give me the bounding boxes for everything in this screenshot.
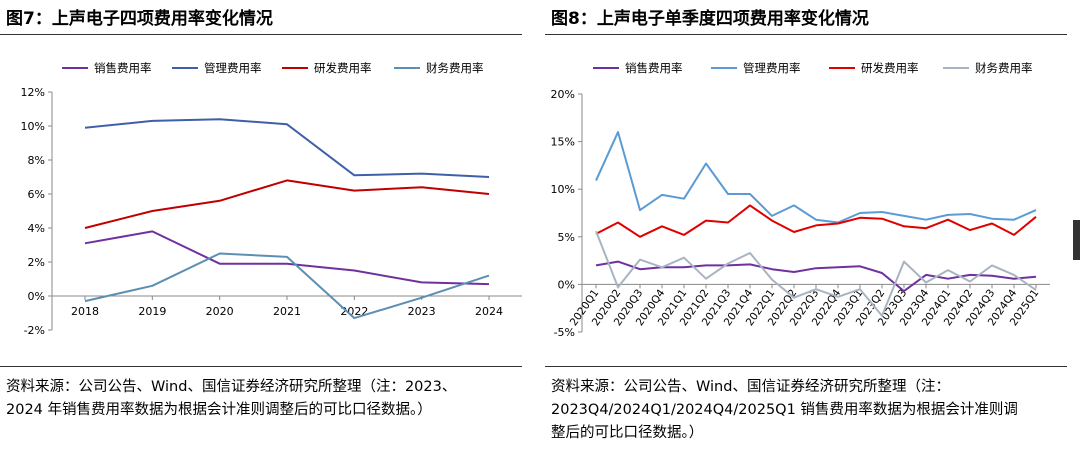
figure-8-panel: 图8：上声电子单季度四项费用率变化情况 -5% 0% 5% 10% 15% 20% 2020…	[545, 0, 1080, 455]
y-tick-label: 8%	[28, 154, 45, 167]
y-tick-label: 12%	[21, 86, 45, 99]
y-tick-label: 0%	[28, 290, 45, 303]
y-tick-label: 20%	[551, 88, 575, 101]
source-line: 2023Q4/2024Q1/2024Q4/2025Q1 销售费用率数据为根据会计…	[551, 402, 1018, 418]
legend-label: 研发费用率	[861, 61, 919, 75]
y-tick-label: 5%	[558, 231, 575, 244]
figure-8-bottom-rule	[545, 366, 1067, 367]
x-tick-label: 2022	[340, 305, 368, 318]
x-tick-label: 2023	[408, 305, 436, 318]
series-line	[84, 230, 490, 286]
figure-7-top-rule	[0, 34, 522, 35]
legend-label: 销售费用率	[625, 61, 683, 75]
series-line	[595, 131, 1037, 224]
legend-label: 财务费用率	[975, 61, 1033, 75]
y-tick-label: 15%	[551, 136, 575, 149]
y-tick-label: 4%	[28, 222, 45, 235]
legend-label: 管理费用率	[743, 61, 801, 75]
x-tick-label: 2020	[206, 305, 234, 318]
y-tick-label: 10%	[551, 183, 575, 196]
figure-8-source-note: 资料来源：公司公告、Wind、国信证券经济研究所整理（注： 2023Q4/202…	[551, 376, 1018, 445]
figure-7-panel: 图7：上声电子四项费用率变化情况 -2% 0% 2% 4% 6% 8% 10% 12% 2018…	[0, 0, 530, 455]
y-tick-label: 0%	[558, 278, 575, 291]
figure-7-chart: -2% 0% 2% 4% 6% 8% 10% 12% 2018 2019 2020 2021 2022 2…	[21, 61, 522, 337]
legend-label: 研发费用率	[314, 61, 372, 75]
x-tick-label: 2024	[475, 305, 503, 318]
figure-8-top-rule	[545, 34, 1067, 35]
source-line: 资料来源：公司公告、Wind、国信证券经济研究所整理（注：	[551, 379, 950, 395]
legend-label: 管理费用率	[204, 61, 262, 75]
figure-7-title: 图7：上声电子四项费用率变化情况	[6, 9, 273, 29]
series-line	[595, 230, 1037, 317]
y-tick-label: 2%	[28, 256, 45, 269]
figure-7-bottom-rule	[0, 366, 522, 367]
x-tick-label: 2021	[273, 305, 301, 318]
x-tick-label: 2018	[71, 305, 99, 318]
series-line	[84, 179, 490, 229]
figure-7-source-note: 资料来源：公司公告、Wind、国信证券经济研究所整理（注：2023、 2024 …	[6, 376, 456, 422]
y-tick-label: -5%	[554, 326, 575, 339]
side-tab	[1073, 220, 1080, 260]
series-line	[595, 204, 1037, 238]
y-tick-label: -2%	[24, 324, 45, 337]
y-tick-label: 6%	[28, 188, 45, 201]
y-tick-label: 10%	[21, 120, 45, 133]
figure-8-chart: -5%0%5%10%15%20%2020Q12020Q22020Q32020Q4…	[551, 61, 1050, 339]
figure-8-title: 图8：上声电子单季度四项费用率变化情况	[551, 9, 869, 29]
series-line	[84, 252, 490, 320]
series-line	[595, 260, 1037, 293]
source-line: 资料来源：公司公告、Wind、国信证券经济研究所整理（注：2023、	[6, 379, 457, 395]
legend-label: 财务费用率	[426, 61, 484, 75]
legend-label: 销售费用率	[94, 61, 152, 75]
series-line	[84, 118, 490, 178]
source-line: 整后的可比口径数据。）	[551, 425, 704, 441]
source-line: 2024 年销售费用率数据为根据会计准则调整后的可比口径数据。）	[6, 402, 432, 418]
x-tick-label: 2019	[138, 305, 166, 318]
